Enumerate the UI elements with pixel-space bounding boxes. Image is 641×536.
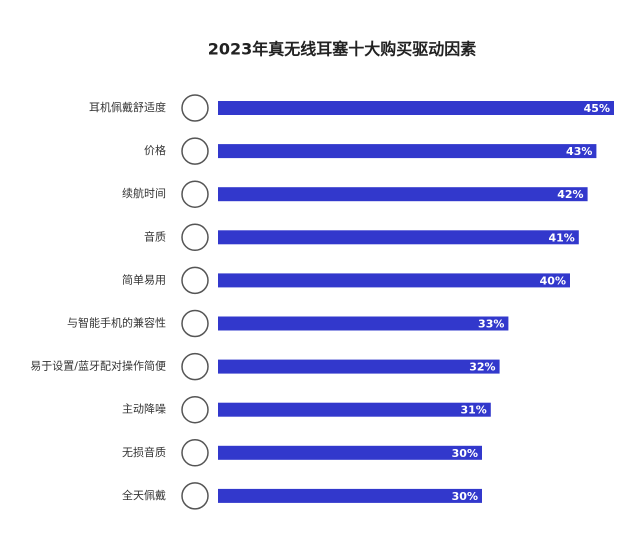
chart-title: 2023年真无线耳塞十大购买驱动因素 [208,40,477,59]
icon [181,395,209,424]
category-label: 全天佩戴 [122,488,166,502]
category-label: 主动降噪 [122,402,166,416]
value-label: 33% [478,318,504,331]
value-label: 45% [584,102,610,115]
icon [181,180,209,208]
value-label: 30% [452,447,478,460]
value-label: 43% [566,145,592,158]
bar [218,144,597,159]
category-label: 与智能手机的兼容性 [67,316,166,330]
category-label: 易于设置/蓝牙配对操作简便 [30,359,166,373]
bar [218,101,614,115]
icon [181,266,209,295]
category-label: 价格 [144,143,166,157]
value-label: 30% [452,490,478,503]
category-label: 简单易用 [122,272,166,286]
value-label: 32% [469,361,495,374]
bar [218,402,491,417]
value-label: 31% [460,404,486,417]
bar [218,445,482,460]
icon [181,482,209,510]
value-label: 40% [540,274,566,287]
category-label: 音质 [144,229,166,243]
bar [218,273,570,288]
bar [218,187,588,202]
bar [218,230,579,245]
bar [218,359,500,374]
category-label: 耳机佩戴舒适度 [89,100,166,114]
icon [181,94,209,122]
bar [218,488,482,503]
icon [181,309,209,338]
icon [181,439,209,467]
category-label: 续航时间 [122,186,166,200]
category-label: 无损音质 [122,445,166,459]
value-label: 41% [548,231,574,244]
bar [218,316,509,331]
icon [181,137,209,165]
icon [181,352,209,381]
icon [181,223,209,252]
value-label: 42% [557,188,583,201]
